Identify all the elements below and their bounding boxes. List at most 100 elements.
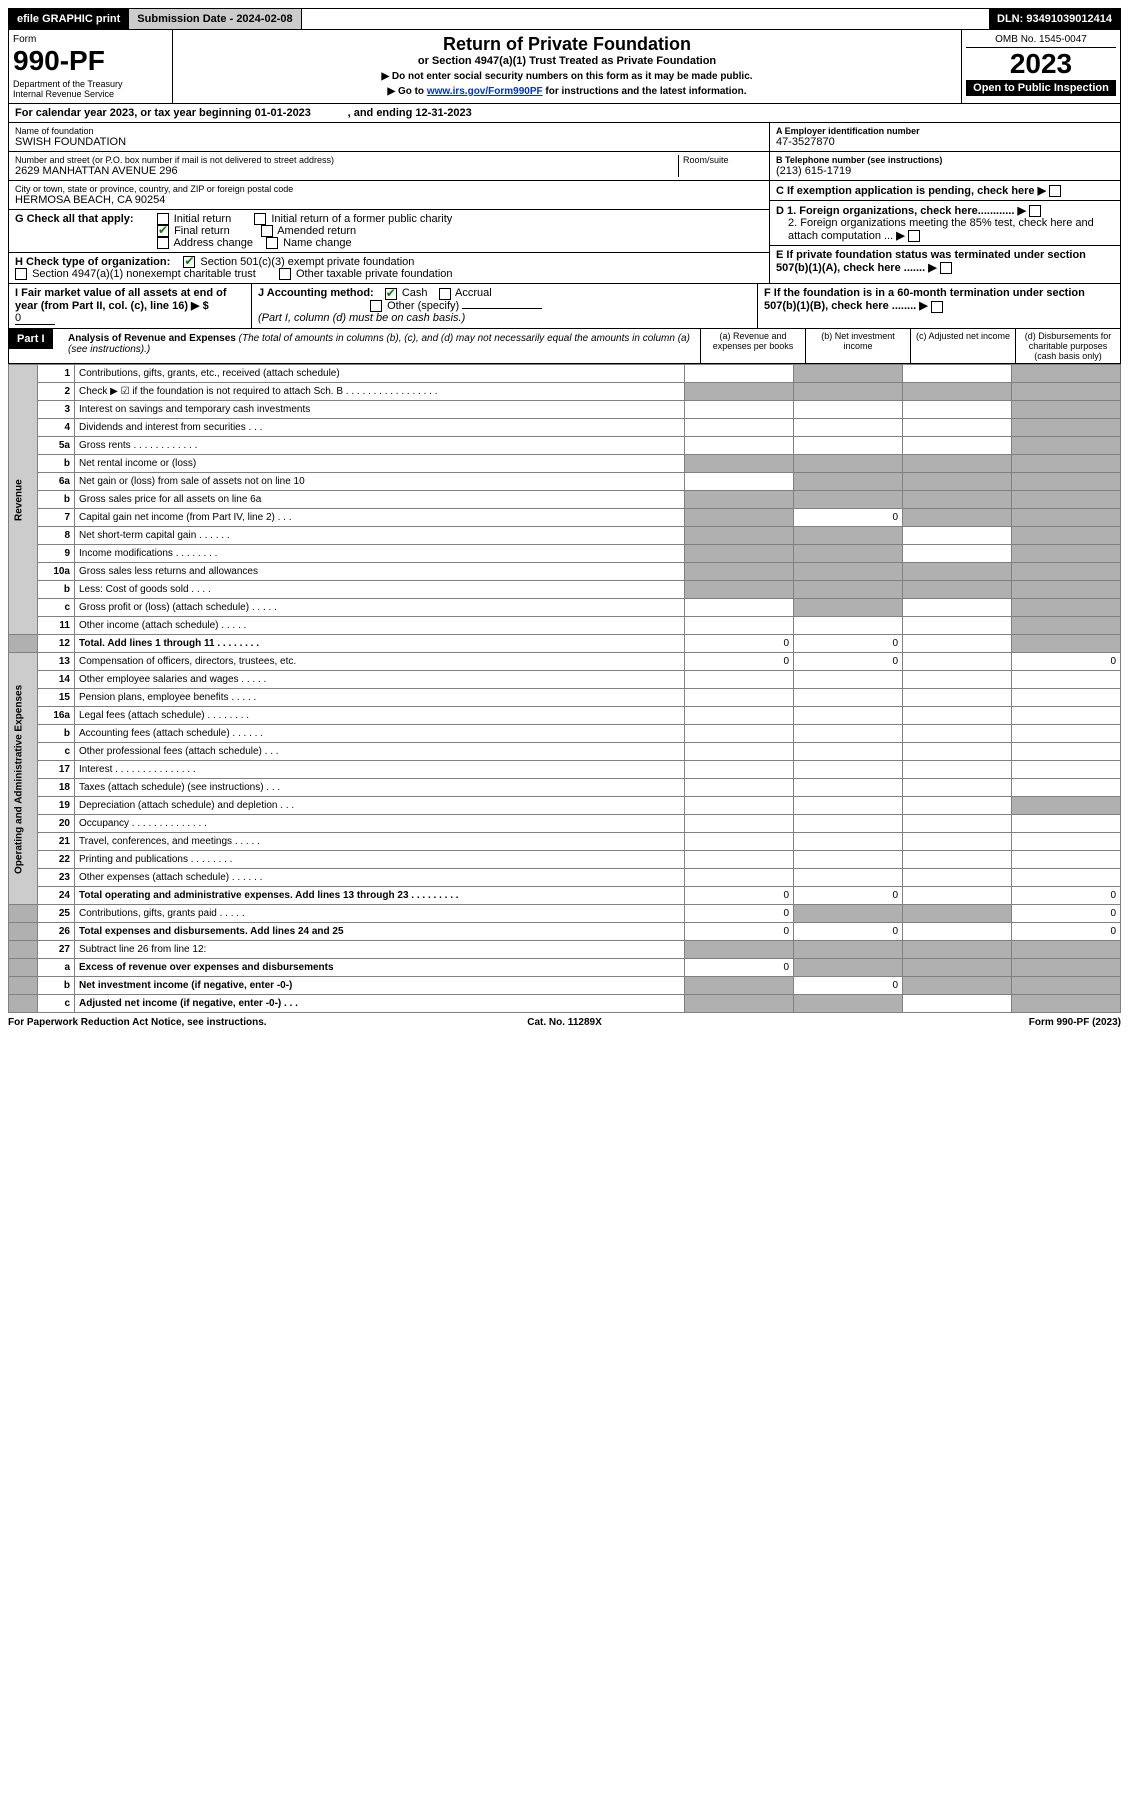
line-16c: Other professional fees (attach schedule… [75,743,685,761]
val-24b: 0 [794,887,903,905]
val-26b: 0 [794,923,903,941]
h-501c3-checkbox[interactable] [183,256,195,268]
identity-block: Name of foundation SWISH FOUNDATION Numb… [8,123,1121,284]
instr-pre: ▶ Go to [387,86,426,97]
j-accrual-checkbox[interactable] [439,288,451,300]
line-5a: Gross rents . . . . . . . . . . . . [75,437,685,455]
city-state-zip: HERMOSA BEACH, CA 90254 [15,194,763,206]
footer-left: For Paperwork Reduction Act Notice, see … [8,1017,379,1028]
val-13d: 0 [1012,653,1121,671]
submission-date: Submission Date - 2024-02-08 [128,9,301,29]
footer-right: Form 990-PF (2023) [750,1017,1121,1028]
val-26a: 0 [685,923,794,941]
val-25d: 0 [1012,905,1121,923]
line-22: Printing and publications . . . . . . . … [75,851,685,869]
telephone: (213) 615-1719 [776,165,1114,177]
ein: 47-3527870 [776,136,1114,148]
line-17: Interest . . . . . . . . . . . . . . . [75,761,685,779]
j-cash: Cash [402,287,428,299]
part1-title: Analysis of Revenue and Expenses [68,333,236,344]
j-other-checkbox[interactable] [370,300,382,312]
j-cash-checkbox[interactable] [385,288,397,300]
col-a-head: (a) Revenue and expenses per books [700,329,805,363]
e-checkbox[interactable] [940,262,952,274]
c-checkbox[interactable] [1049,185,1061,197]
instr-post: for instructions and the latest informat… [543,86,747,97]
line-1: Contributions, gifts, grants, etc., rece… [75,365,685,383]
topbar: efile GRAPHIC print Submission Date - 20… [8,8,1121,30]
d1-label: D 1. Foreign organizations, check here..… [776,205,1014,217]
j-label: J Accounting method: [258,287,374,299]
val-27aa: 0 [685,959,794,977]
g-namechange: Name change [283,237,352,249]
name-label: Name of foundation [15,126,763,136]
footer-mid: Cat. No. 11289X [379,1017,750,1028]
line-21: Travel, conferences, and meetings . . . … [75,833,685,851]
h-501c3: Section 501(c)(3) exempt private foundat… [200,256,414,268]
j-accrual: Accrual [455,287,492,299]
val-27bb: 0 [794,977,903,995]
g-addrchange: Address change [173,237,253,249]
g-final: Final return [174,225,230,237]
city-label: City or town, state or province, country… [15,184,763,194]
foundation-name: SWISH FOUNDATION [15,136,763,148]
line-24: Total operating and administrative expen… [75,887,685,905]
g-final-checkbox[interactable] [157,225,169,237]
line-27a: Excess of revenue over expenses and disb… [75,959,685,977]
g-addrchange-checkbox[interactable] [157,237,169,249]
line-16a: Legal fees (attach schedule) . . . . . .… [75,707,685,725]
open-to-public: Open to Public Inspection [966,80,1116,96]
addr-label: Number and street (or P.O. box number if… [15,155,678,165]
line-3: Interest on savings and temporary cash i… [75,401,685,419]
line-4: Dividends and interest from securities .… [75,419,685,437]
col-d-head: (d) Disbursements for charitable purpose… [1015,329,1120,363]
line-14: Other employee salaries and wages . . . … [75,671,685,689]
line-27b: Net investment income (if negative, ente… [75,977,685,995]
d2-checkbox[interactable] [908,230,920,242]
calendar-year-row: For calendar year 2023, or tax year begi… [8,104,1121,123]
line-6a: Net gain or (loss) from sale of assets n… [75,473,685,491]
line-11: Other income (attach schedule) . . . . . [75,617,685,635]
efile-print-label[interactable]: efile GRAPHIC print [9,9,128,29]
col-b-head: (b) Net investment income [805,329,910,363]
g-amended-checkbox[interactable] [261,225,273,237]
val-24a: 0 [685,887,794,905]
omb-number: OMB No. 1545-0047 [966,34,1116,48]
d1-checkbox[interactable] [1029,205,1041,217]
part1-table: Revenue 1Contributions, gifts, grants, e… [8,364,1121,1013]
line-19: Depreciation (attach schedule) and deple… [75,797,685,815]
f-checkbox[interactable] [931,301,943,313]
line-12: Total. Add lines 1 through 11 . . . . . … [75,635,685,653]
expenses-section-label: Operating and Administrative Expenses [9,653,38,905]
val-12b: 0 [794,635,903,653]
line-6b: Gross sales price for all assets on line… [75,491,685,509]
h-other: Other taxable private foundation [296,268,453,280]
j-other: Other (specify) [387,300,459,312]
col-c-head: (c) Adjusted net income [910,329,1015,363]
g-initial: Initial return [174,213,231,225]
line-27: Subtract line 26 from line 12: [75,941,685,959]
g-label: G Check all that apply: [15,213,134,225]
line-27c: Adjusted net income (if negative, enter … [75,995,685,1013]
h-4947-checkbox[interactable] [15,268,27,280]
line-20: Occupancy . . . . . . . . . . . . . . [75,815,685,833]
val-13a: 0 [685,653,794,671]
line-9: Income modifications . . . . . . . . [75,545,685,563]
g-initial-former-checkbox[interactable] [254,213,266,225]
val-7b: 0 [794,509,903,527]
form-title: Return of Private Foundation [177,34,957,55]
line-15: Pension plans, employee benefits . . . .… [75,689,685,707]
form-label: Form [13,34,168,45]
form-header: Form 990-PF Department of the Treasury I… [8,30,1121,104]
line-5b: Net rental income or (loss) [75,455,685,473]
line-26: Total expenses and disbursements. Add li… [75,923,685,941]
revenue-section-label: Revenue [9,365,38,635]
instructions-link[interactable]: www.irs.gov/Form990PF [427,86,543,97]
line-23: Other expenses (attach schedule) . . . .… [75,869,685,887]
g-namechange-checkbox[interactable] [266,237,278,249]
h-other-checkbox[interactable] [279,268,291,280]
line-16b: Accounting fees (attach schedule) . . . … [75,725,685,743]
dept-treasury: Department of the Treasury Internal Reve… [13,79,168,99]
g-initial-former: Initial return of a former public charit… [271,213,452,225]
g-amended: Amended return [277,225,356,237]
